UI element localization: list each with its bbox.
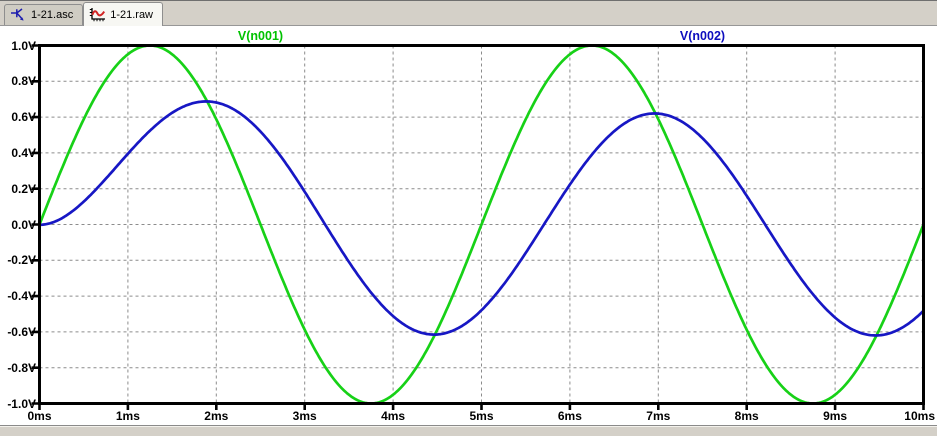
x-tick-label: 1ms bbox=[115, 409, 140, 423]
y-tick-label: 1.0V bbox=[11, 38, 36, 53]
tab-schematic[interactable]: 1-21.asc bbox=[4, 4, 84, 25]
x-tick-label: 6ms bbox=[557, 409, 582, 423]
y-tick-label: 0.8V bbox=[11, 74, 36, 89]
axis-ticks bbox=[31, 44, 925, 410]
plot-svg[interactable] bbox=[0, 26, 937, 425]
x-tick-label: 8ms bbox=[734, 409, 759, 423]
x-tick-label: 5ms bbox=[469, 409, 494, 423]
tab-bar: 1-21.asc 1-21.raw bbox=[0, 1, 937, 26]
y-tick-label: 0.0V bbox=[11, 217, 36, 232]
x-tick-label: 9ms bbox=[823, 409, 848, 423]
x-tick-label: 10ms bbox=[904, 409, 935, 423]
x-tick-label: 2ms bbox=[204, 409, 229, 423]
y-tick-label: -1.0V bbox=[7, 396, 36, 411]
tab-waveform[interactable]: 1-21.raw bbox=[83, 2, 163, 26]
legend-vn002[interactable]: V(n002) bbox=[679, 29, 726, 43]
x-tick-label: 3ms bbox=[292, 409, 317, 423]
plot-border bbox=[38, 44, 925, 405]
y-tick-label: 0.4V bbox=[11, 145, 36, 160]
y-tick-label: -0.8V bbox=[7, 360, 36, 375]
y-tick-label: -0.6V bbox=[7, 324, 36, 339]
x-tick-label: 4ms bbox=[381, 409, 406, 423]
grid-lines bbox=[39, 45, 924, 404]
tab-label-asc: 1-21.asc bbox=[31, 9, 74, 21]
tab-label-raw: 1-21.raw bbox=[110, 8, 153, 21]
trace-vn002[interactable] bbox=[38, 100, 925, 337]
y-tick-label: 0.6V bbox=[11, 110, 36, 125]
legend-vn001[interactable]: V(n001) bbox=[237, 29, 284, 43]
trace-vn001[interactable] bbox=[38, 44, 925, 405]
x-tick-label: 7ms bbox=[646, 409, 671, 423]
y-tick-label: -0.2V bbox=[7, 253, 36, 268]
y-tick-label: -0.4V bbox=[7, 289, 36, 304]
waveform-pane: V(n001) V(n002) 1.0V 0.8V 0.6V 0.4V 0.2V 0.0V… bbox=[0, 26, 937, 425]
x-tick-label: 0ms bbox=[27, 409, 52, 423]
bottom-border bbox=[0, 425, 937, 436]
schematic-icon bbox=[11, 7, 24, 21]
waveform-icon bbox=[90, 8, 106, 22]
y-tick-label: 0.2V bbox=[11, 181, 36, 196]
